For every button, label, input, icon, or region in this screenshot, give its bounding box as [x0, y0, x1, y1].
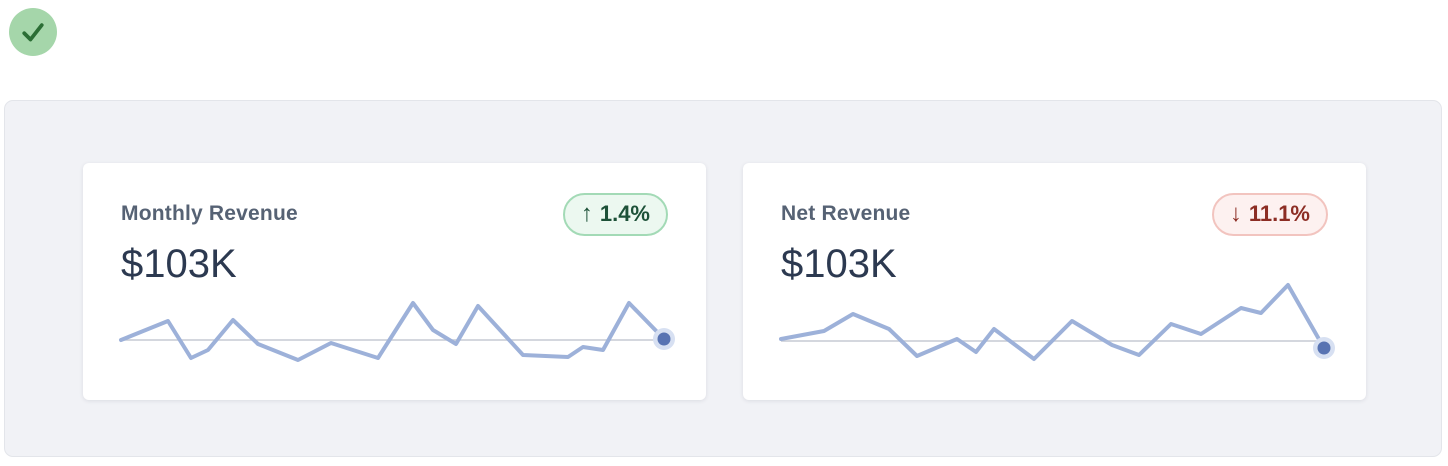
trend-badge-down: ↓ 11.1%	[1211, 192, 1328, 236]
card-header: Monthly Revenue ↑ 1.4%	[121, 192, 668, 236]
trend-percent: 1.4%	[599, 201, 650, 226]
card-title: Net Revenue	[781, 202, 911, 225]
kpi-card-net-revenue: Net Revenue ↓ 11.1% $103K	[743, 163, 1366, 400]
sparkline-container	[119, 281, 675, 373]
kpi-value: $103K	[121, 242, 237, 286]
trend-percent: 11.1%	[1248, 201, 1310, 226]
card-header: Net Revenue ↓ 11.1%	[781, 192, 1328, 236]
check-glyph	[22, 23, 44, 42]
revenue-panel: Monthly Revenue ↑ 1.4% $103K Net Revenue…	[4, 100, 1442, 457]
kpi-card-monthly-revenue: Monthly Revenue ↑ 1.4% $103K	[83, 163, 706, 400]
arrow-up-icon: ↑	[580, 200, 593, 227]
kpi-value: $103K	[781, 242, 897, 286]
success-check-icon	[9, 8, 57, 56]
arrow-down-icon: ↓	[1229, 200, 1242, 227]
sparkline-chart	[779, 283, 1335, 361]
sparkline-chart	[119, 301, 675, 362]
trend-badge-up: ↑ 1.4%	[562, 192, 668, 236]
card-title: Monthly Revenue	[121, 202, 298, 225]
sparkline-container	[779, 281, 1335, 373]
